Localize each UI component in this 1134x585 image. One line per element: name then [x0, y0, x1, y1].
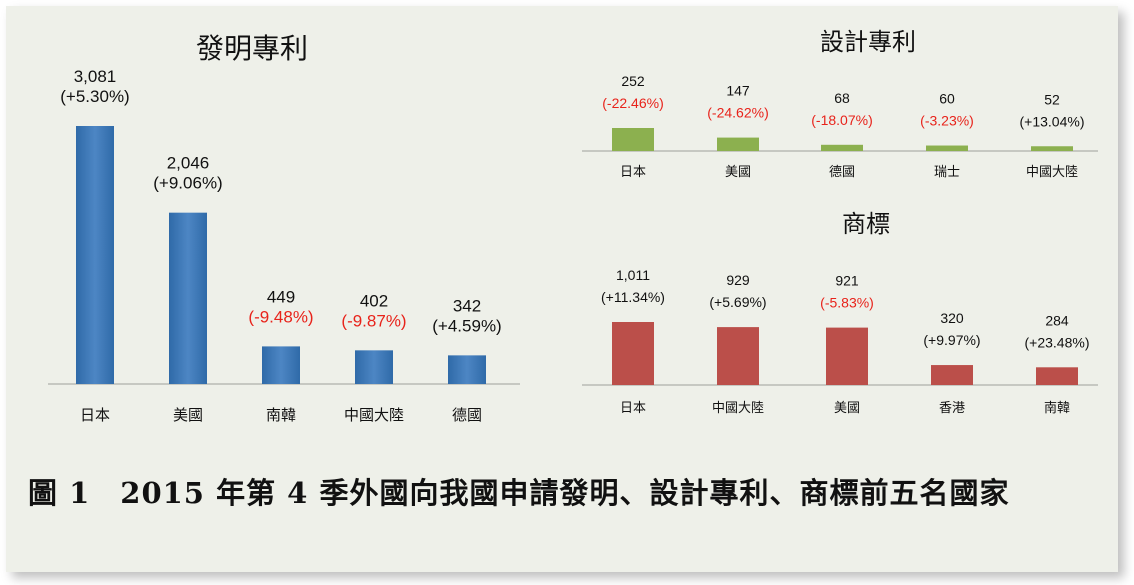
value-label-trademark-4: 284: [1045, 312, 1069, 328]
figure-caption: 圖 1 2015 年第 4 季外國向我國申請發明、設計專利、商標前五名國家: [28, 476, 1010, 510]
value-label-trademark-0: 1,011: [616, 267, 650, 283]
value-label-invention-1: 2,046: [167, 154, 210, 173]
bar-design-4: [1031, 146, 1073, 151]
change-label-design-2: (-18.07%): [811, 112, 872, 128]
change-label-invention-2: (-9.48%): [248, 307, 313, 326]
change-label-design-3: (-3.23%): [920, 113, 974, 129]
bar-trademark-2: [826, 327, 868, 385]
bar-trademark-1: [717, 327, 759, 385]
chart-title-trademark: 商標: [842, 210, 890, 238]
bar-design-1: [717, 137, 759, 151]
category-label-design-0: 日本: [620, 165, 646, 180]
change-label-trademark-4: (+23.48%): [1025, 334, 1090, 350]
change-label-trademark-2: (-5.83%): [820, 295, 874, 311]
value-label-design-1: 147: [726, 83, 750, 99]
bar-trademark-4: [1036, 367, 1078, 385]
bar-invention-3: [355, 350, 393, 384]
category-label-trademark-4: 南韓: [1044, 400, 1070, 416]
category-label-trademark-0: 日本: [620, 401, 646, 416]
change-label-design-0: (-22.46%): [602, 95, 663, 111]
value-label-invention-3: 402: [360, 291, 388, 310]
category-label-invention-4: 德國: [452, 406, 482, 424]
category-label-invention-1: 美國: [173, 406, 203, 424]
value-label-invention-0: 3,081: [74, 67, 117, 86]
category-label-trademark-3: 香港: [939, 401, 965, 416]
category-label-design-2: 德國: [829, 165, 855, 180]
bar-design-2: [821, 144, 863, 151]
value-label-design-0: 252: [621, 73, 645, 89]
bar-trademark-3: [931, 365, 973, 385]
change-label-design-4: (+13.04%): [1020, 113, 1085, 129]
change-label-design-1: (-24.62%): [707, 105, 768, 121]
chart-title-design: 設計專利: [820, 28, 916, 56]
value-label-design-2: 68: [834, 90, 850, 106]
category-label-design-4: 中國大陸: [1026, 164, 1078, 180]
change-label-trademark-3: (+9.97%): [923, 332, 980, 348]
value-label-invention-4: 342: [453, 296, 481, 315]
category-label-invention-2: 南韓: [266, 406, 296, 424]
value-label-trademark-2: 921: [835, 273, 859, 289]
change-label-invention-1: (+9.06%): [153, 174, 222, 193]
bar-invention-0: [76, 126, 114, 384]
bar-trademark-0: [612, 322, 654, 385]
category-label-invention-3: 中國大陸: [344, 406, 404, 424]
value-label-invention-2: 449: [267, 287, 295, 306]
bar-design-0: [612, 128, 654, 151]
change-label-invention-3: (-9.87%): [341, 311, 406, 330]
bar-design-3: [926, 145, 968, 151]
value-label-design-4: 52: [1044, 91, 1060, 107]
change-label-invention-4: (+4.59%): [432, 316, 501, 335]
category-label-trademark-1: 中國大陸: [712, 400, 764, 416]
change-label-trademark-1: (+5.69%): [709, 294, 766, 310]
chart-title-invention: 發明專利: [196, 32, 308, 65]
value-label-trademark-3: 320: [940, 310, 964, 326]
value-label-trademark-1: 929: [726, 272, 750, 288]
value-label-design-3: 60: [939, 91, 955, 107]
change-label-trademark-0: (+11.34%): [601, 289, 665, 305]
category-label-design-3: 瑞士: [934, 165, 960, 180]
bar-invention-4: [448, 355, 486, 384]
category-label-invention-0: 日本: [80, 406, 110, 424]
change-label-invention-0: (+5.30%): [60, 87, 129, 106]
bar-invention-1: [169, 212, 207, 384]
bar-invention-2: [262, 346, 300, 384]
category-label-trademark-2: 美國: [834, 401, 860, 416]
category-label-design-1: 美國: [725, 165, 751, 180]
